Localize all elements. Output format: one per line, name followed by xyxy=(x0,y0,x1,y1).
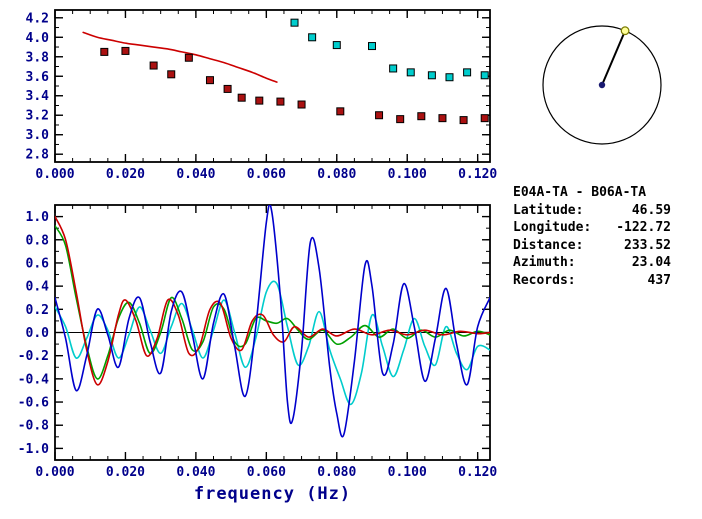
longitude-label: Longitude: xyxy=(513,220,592,235)
compass-circle xyxy=(542,25,662,145)
svg-text:0.4: 0.4 xyxy=(26,280,50,295)
svg-text:0.000: 0.000 xyxy=(35,465,74,480)
longitude-value: -122.72 xyxy=(616,220,671,235)
azimuth-end-marker xyxy=(620,26,630,36)
svg-text:0.020: 0.020 xyxy=(106,465,145,480)
svg-text:0.040: 0.040 xyxy=(176,167,215,182)
svg-text:0.060: 0.060 xyxy=(247,167,286,182)
station-pair-title: E04A-TA - B06A-TA xyxy=(513,185,647,200)
svg-text:0.020: 0.020 xyxy=(106,167,145,182)
svg-text:0.040: 0.040 xyxy=(176,465,215,480)
svg-text:-0.2: -0.2 xyxy=(18,349,49,364)
svg-text:-0.8: -0.8 xyxy=(18,419,49,434)
svg-text:-0.4: -0.4 xyxy=(18,372,49,387)
info-row-records: Records: 437 xyxy=(513,272,671,290)
station-center-dot xyxy=(598,81,606,89)
series-waveform-green xyxy=(55,225,490,380)
records-label: Records: xyxy=(513,272,576,288)
svg-text:3.8: 3.8 xyxy=(26,50,50,65)
svg-text:-0.6: -0.6 xyxy=(18,396,49,411)
svg-text:3.0: 3.0 xyxy=(26,128,50,143)
svg-text:3.4: 3.4 xyxy=(26,89,50,104)
azimuth-label: Azimuth: xyxy=(513,255,576,270)
info-row-distance: Distance: 233.52 xyxy=(513,237,671,255)
station-info-panel: E04A-TA - B06A-TA Latitude: 46.59 Longit… xyxy=(513,184,671,289)
svg-text:0.100: 0.100 xyxy=(388,167,427,182)
azimuth-value: 23.04 xyxy=(631,255,671,270)
distance-label: Distance: xyxy=(513,237,584,253)
svg-text:0.100: 0.100 xyxy=(388,465,427,480)
svg-text:0.080: 0.080 xyxy=(317,167,356,182)
svg-text:3.2: 3.2 xyxy=(26,109,49,124)
series-dispersion-picks-cyan xyxy=(290,18,489,82)
svg-text:0.080: 0.080 xyxy=(317,465,356,480)
svg-text:0.120: 0.120 xyxy=(458,465,497,480)
distance-value: 233.52 xyxy=(624,237,671,253)
series-dispersion-picks-dark-red xyxy=(100,46,489,125)
dispersion-chart: 0.000 0.020 0.040 0.060 0.080 0.100 0.120 2.8 3.… xyxy=(26,9,497,182)
svg-text:0.0: 0.0 xyxy=(26,326,50,341)
series-waveform-blue xyxy=(55,205,490,438)
latitude-value: 46.59 xyxy=(631,202,671,218)
svg-text:0.120: 0.120 xyxy=(458,167,497,182)
series-waveform-red xyxy=(55,215,490,386)
series-waveform-cyan xyxy=(55,280,490,406)
svg-text:0.8: 0.8 xyxy=(26,233,50,248)
series-reference-dispersion-curve xyxy=(82,31,278,83)
x-axis-title: frequency (Hz) xyxy=(193,484,352,504)
info-row-azimuth: Azimuth: 23.04 xyxy=(513,254,671,272)
svg-text:4.0: 4.0 xyxy=(26,31,50,46)
azimuth-compass xyxy=(542,25,662,145)
svg-text:4.2: 4.2 xyxy=(26,11,49,26)
svg-text:0.6: 0.6 xyxy=(26,256,50,271)
series-layer xyxy=(55,205,490,438)
records-value: 437 xyxy=(647,272,671,288)
svg-text:3.6: 3.6 xyxy=(26,70,50,85)
latitude-label: Latitude: xyxy=(513,202,584,218)
svg-text:1.0: 1.0 xyxy=(26,210,50,225)
svg-text:0.060: 0.060 xyxy=(247,465,286,480)
info-row-longitude: Longitude: -122.72 xyxy=(513,219,671,237)
axes: 0.000 0.020 0.040 0.060 0.080 0.100 0.120 2.8 3.… xyxy=(26,9,497,182)
svg-text:-1.0: -1.0 xyxy=(18,442,49,457)
series-layer xyxy=(82,18,489,125)
svg-text:0.000: 0.000 xyxy=(35,167,74,182)
azimuth-line xyxy=(601,30,627,86)
svg-text:0.2: 0.2 xyxy=(26,303,49,318)
svg-text:2.8: 2.8 xyxy=(26,148,50,163)
info-row-latitude: Latitude: 46.59 xyxy=(513,202,671,220)
waveform-chart: 0.000 0.020 0.040 0.060 0.080 0.100 0.120 -1.0 -… xyxy=(18,204,497,480)
